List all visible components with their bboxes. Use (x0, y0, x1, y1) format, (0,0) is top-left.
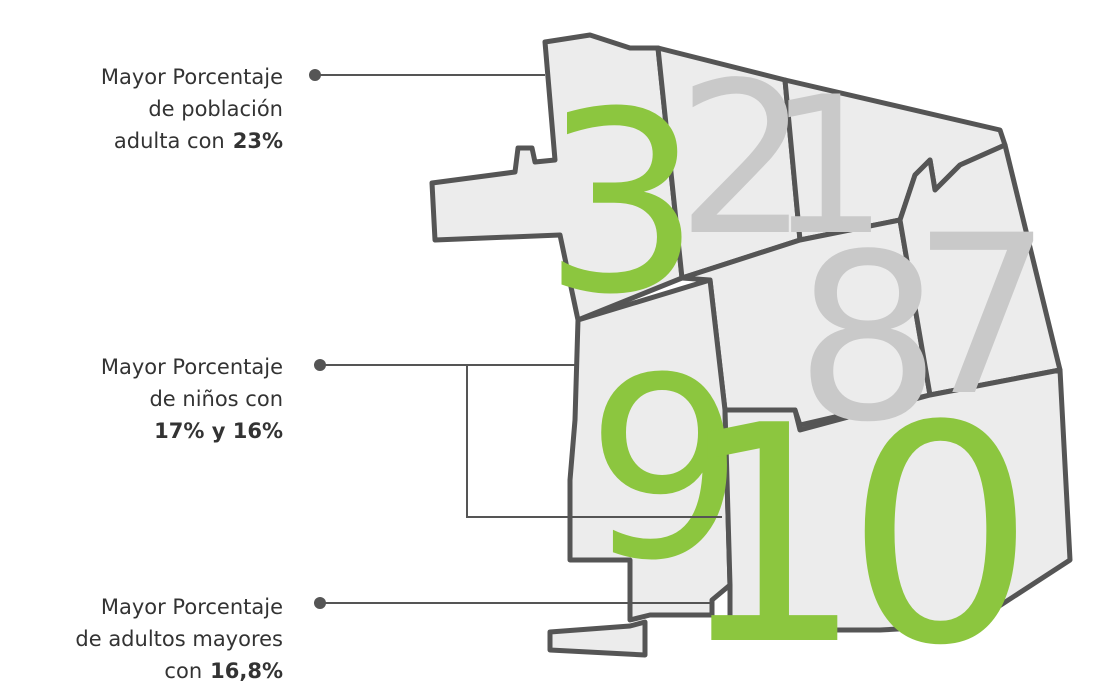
district-number: 3 (542, 58, 682, 349)
annotation-highlight: 16,8% (210, 659, 283, 683)
annotation-line: Mayor Porcentaje (101, 65, 283, 89)
annotation-text: con (164, 659, 202, 683)
district-number: 8 (795, 206, 926, 473)
annotation-text: de niños con (149, 387, 283, 411)
annotation-line: de niños con (149, 387, 283, 411)
connector-bracket (466, 365, 722, 518)
district-number: 9 (585, 324, 727, 615)
annotation-text: de población (148, 97, 283, 121)
district-10 (722, 367, 1073, 633)
annotation-line: Mayor Porcentaje (101, 595, 283, 619)
annotation-line: de adultos mayores (75, 627, 283, 651)
annotation-text: Mayor Porcentaje (101, 65, 283, 89)
annotation-highlight: 23% (233, 129, 283, 153)
annotation-text: Mayor Porcentaje (101, 355, 283, 379)
district-3 (429, 32, 685, 323)
annotation-line: Mayor Porcentaje (101, 355, 283, 379)
district-strip (547, 619, 648, 658)
connectors (309, 69, 722, 609)
district-number: 7 (912, 188, 1034, 444)
annotation-line: de población (148, 97, 283, 121)
annotation-line: 17% y 16% (154, 419, 283, 443)
district-shapes (429, 32, 1073, 658)
district-number: 2 (676, 37, 790, 282)
annotation-text: adulta con (114, 129, 225, 153)
district-number: 10 (674, 362, 1018, 691)
annotation-highlight: 17% y 16% (154, 419, 283, 443)
annotation-line: adulta con 23% (114, 129, 283, 153)
annotation-line: con 16,8% (164, 659, 283, 683)
annotations: Mayor Porcentaje de población adulta con 23… (75, 65, 283, 683)
annotation-text: de adultos mayores (75, 627, 283, 651)
annotation-text: Mayor Porcentaje (101, 595, 283, 619)
